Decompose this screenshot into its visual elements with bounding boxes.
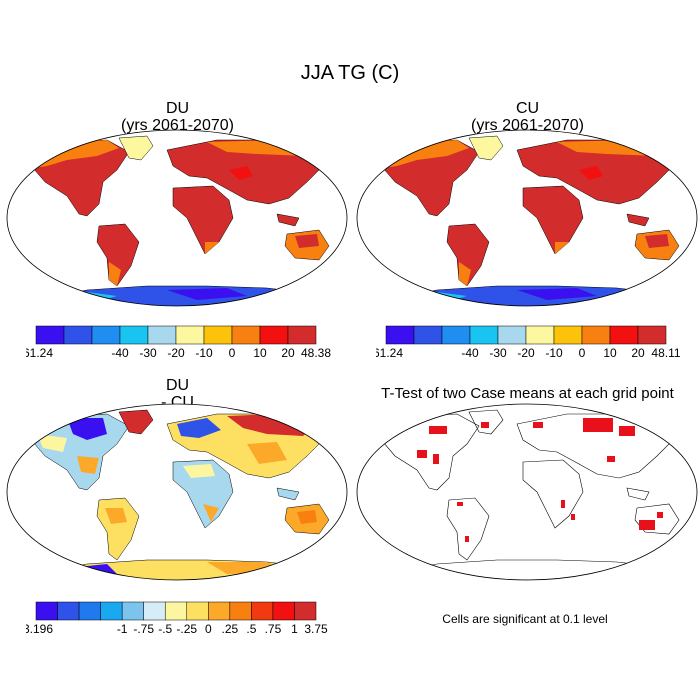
colorbar-swatch — [441, 325, 471, 345]
colorbar-tick-label: 0 — [205, 622, 212, 636]
colorbar-swatch — [100, 601, 123, 621]
colorbar-swatch — [143, 601, 166, 621]
map-du — [7, 130, 347, 306]
colorbar-swatch — [553, 325, 583, 345]
colorbar-tick-label: -40 — [111, 346, 129, 360]
colorbar-swatch — [186, 601, 209, 621]
colorbar-tick-label: 20 — [281, 346, 295, 360]
colorbar-tick-label: -.75 — [133, 622, 154, 636]
panel-title-line2: (yrs 2061-2070) — [121, 117, 234, 134]
colorbar-tick-label: -20 — [167, 346, 185, 360]
map-border-diff — [6, 403, 348, 581]
colorbar-tick-label: -20 — [517, 346, 535, 360]
colorbar-swatch — [294, 601, 317, 621]
colorbar-swatch — [91, 325, 121, 345]
map-border-ttest — [356, 403, 698, 581]
colorbar-swatch — [121, 601, 144, 621]
colorbar-tick-label: -61.24 — [376, 346, 403, 360]
colorbar-swatch — [231, 325, 261, 345]
map-diff — [7, 404, 347, 580]
colorbar-tick-label: 3.75 — [304, 622, 328, 636]
colorbar-swatch — [609, 325, 639, 345]
colorbar-swatch — [35, 601, 58, 621]
colorbar-swatch — [164, 601, 188, 621]
colorbar-tick-label: -.5 — [158, 622, 172, 636]
colorbar-tick-label: 48.11 — [651, 346, 680, 360]
map-border-cu — [356, 129, 698, 307]
map-border-du — [6, 129, 348, 307]
colorbar-tick-label: 10 — [603, 346, 617, 360]
colorbar-swatch — [203, 325, 233, 345]
panel-title-cu: CU (yrs 2061-2070) — [355, 100, 700, 134]
colorbar-swatch — [229, 601, 252, 621]
colorbar-tick-label: 1 — [291, 622, 298, 636]
colorbar-swatch — [63, 325, 93, 345]
colorbar-diff: -3.196 -1 -.75 -.5 -.25 0 .25 .5 .75 1 3.75 — [26, 601, 328, 636]
colorbar-tick-label: -10 — [195, 346, 213, 360]
colorbar-swatch — [637, 325, 667, 345]
colorbar-tick-label: 20 — [631, 346, 645, 360]
panel-title-line1: T-Test of two Case means at each grid po… — [381, 385, 674, 402]
colorbar-swatch — [259, 325, 289, 345]
map-ttest — [357, 404, 697, 580]
colorbar-swatch — [175, 325, 205, 345]
map-cu — [357, 130, 697, 306]
colorbar-swatch — [57, 601, 80, 621]
colorbar-tick-label: -40 — [461, 346, 479, 360]
panel-title-line2: (yrs 2061-2070) — [471, 117, 584, 134]
panel-title-line1: DU — [165, 377, 190, 394]
colorbar-swatch — [251, 601, 274, 621]
colorbar-swatch — [525, 325, 555, 345]
colorbar-swatch — [35, 325, 65, 345]
main-title: JJA TG (C) — [300, 62, 400, 84]
colorbar-swatch — [78, 601, 101, 621]
colorbar-swatch — [581, 325, 611, 345]
significance-note: Cells are significant at 0.1 level — [442, 612, 608, 626]
colorbar-tick-label: -10 — [545, 346, 563, 360]
colorbar-tick-label: 0 — [229, 346, 236, 360]
colorbar-swatch — [287, 325, 317, 345]
colorbar-tick-label: 0 — [579, 346, 586, 360]
panel-title-du: DU (yrs 2061-2070) — [5, 100, 350, 134]
panel-title-ttest: T-Test of two Case means at each grid po… — [355, 385, 700, 402]
panel-title-line1: CU — [515, 100, 540, 117]
colorbar-swatch — [385, 325, 415, 345]
colorbar-swatch — [497, 325, 527, 345]
panel-title-line1: DU — [165, 100, 190, 117]
colorbar-tick-label: .5 — [246, 622, 256, 636]
colorbar-tick-label: 10 — [253, 346, 267, 360]
colorbar-tick-label: .25 — [222, 622, 239, 636]
colorbar-tick-label: -1 — [117, 622, 128, 636]
colorbar-tick-label: -30 — [489, 346, 507, 360]
colorbar-tick-label: .75 — [265, 622, 282, 636]
colorbar-tick-label: -61.24 — [26, 346, 53, 360]
colorbar-tick-label: -30 — [139, 346, 157, 360]
colorbar-swatch — [119, 325, 149, 345]
colorbar-swatch — [147, 325, 177, 345]
colorbar-tick-label: 48.38 — [301, 346, 331, 360]
colorbar-swatch — [413, 325, 443, 345]
colorbar-tick-label: -3.196 — [26, 622, 53, 636]
colorbar-swatch — [208, 601, 231, 621]
colorbar-du: -61.24 -40 -30 -20 -10 0 10 20 48.38 — [26, 325, 331, 360]
colorbar-swatch — [469, 325, 499, 345]
colorbar-cu: -61.24 -40 -30 -20 -10 0 10 20 48.11 — [376, 325, 681, 360]
colorbar-tick-label: -.25 — [176, 622, 197, 636]
colorbar-swatch — [272, 601, 295, 621]
